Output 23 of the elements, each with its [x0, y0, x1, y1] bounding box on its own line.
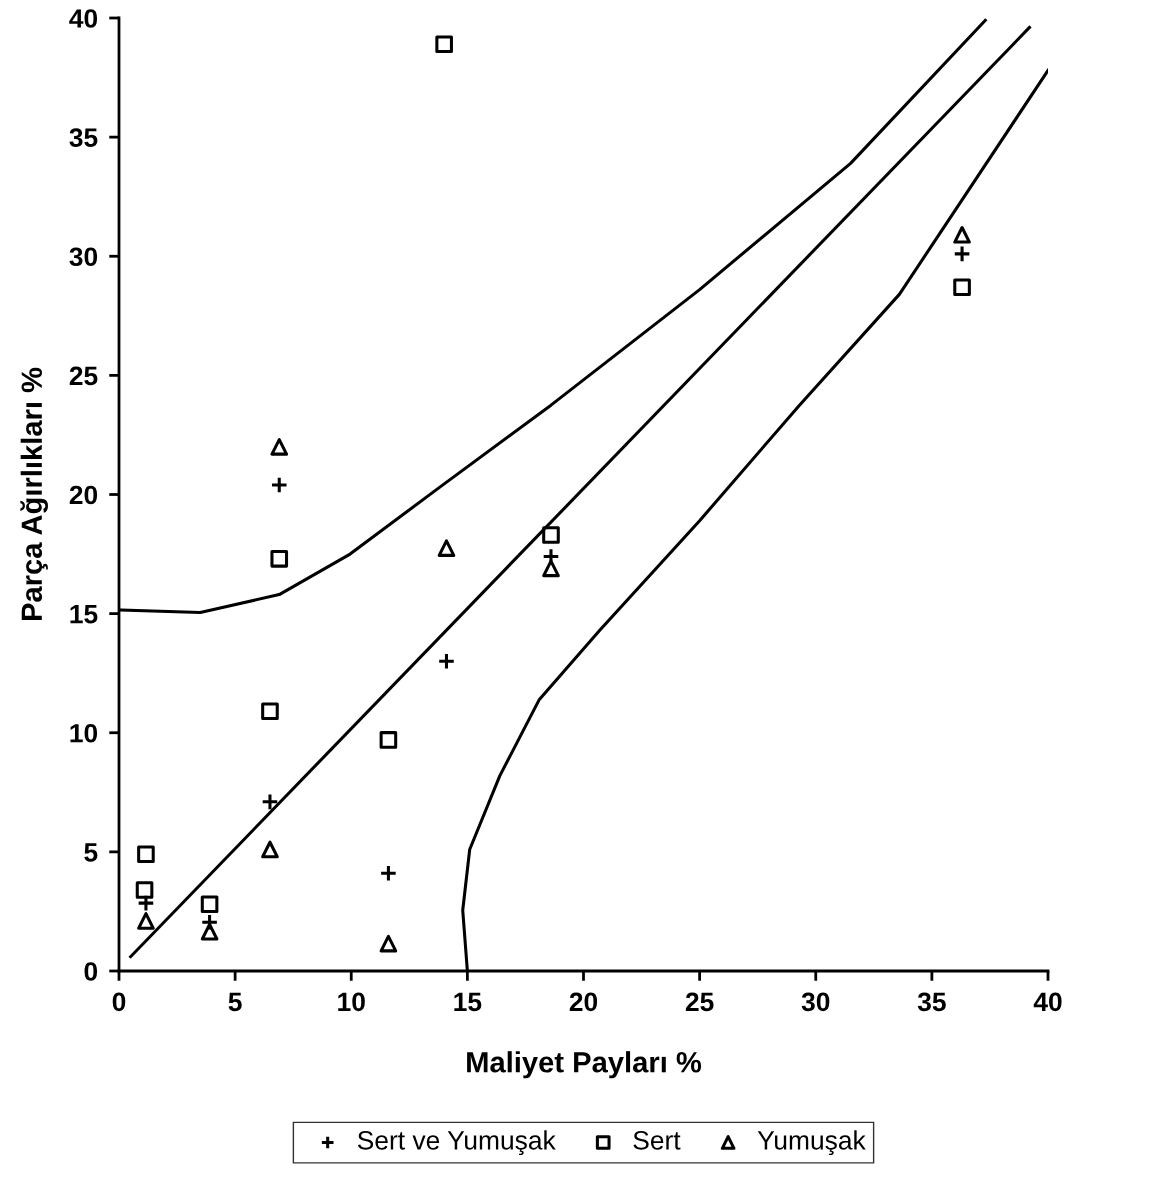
- x-tick-label: 40: [1033, 992, 1062, 1012]
- y-tick-label: 0: [84, 962, 98, 981]
- legend-label: Yumuşak: [757, 1130, 866, 1156]
- y-tick-label: 20: [69, 485, 98, 505]
- x-tick-label: 20: [569, 992, 598, 1012]
- x-axis-title: Maliyet Payları %: [467, 1051, 702, 1079]
- legend-label: Sert ve Yumuşak: [357, 1130, 556, 1156]
- x-tick-label: 35: [917, 992, 946, 1012]
- y-tick-label: 35: [69, 128, 98, 147]
- x-tick-label: 30: [801, 992, 830, 1012]
- x-tick-label: 25: [685, 992, 714, 1012]
- y-tick-label: 15: [70, 605, 98, 624]
- y-axis-title: Parça Ağırlıkları %: [20, 367, 48, 621]
- legend-label: Sert: [633, 1130, 681, 1150]
- x-tick-label: 15: [454, 992, 482, 1012]
- y-tick-label: 40: [69, 9, 98, 28]
- x-tick-label: 5: [228, 992, 242, 1012]
- y-tick-label: 25: [69, 366, 98, 386]
- x-tick-label: 0: [112, 992, 126, 1012]
- x-tick-label: 10: [338, 992, 365, 1012]
- y-tick-label: 10: [70, 723, 98, 743]
- y-tick-label: 5: [84, 843, 98, 862]
- y-tick-label: 30: [69, 247, 98, 267]
